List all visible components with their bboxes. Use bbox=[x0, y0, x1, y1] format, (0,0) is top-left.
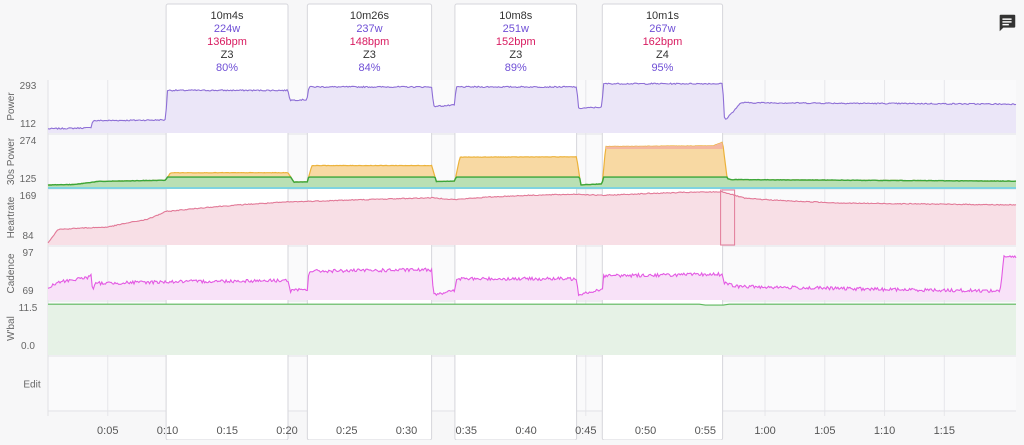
power30-line-low bbox=[47, 176, 1017, 186]
interval-heartrate: 162bpm bbox=[643, 36, 683, 48]
row-label[interactable]: Edit bbox=[23, 380, 40, 391]
x-tick-label: 0:25 bbox=[336, 425, 357, 437]
interval-zone: Z3 bbox=[363, 49, 376, 61]
x-tick-label: 0:50 bbox=[635, 425, 656, 437]
comment-icon bbox=[999, 14, 1016, 32]
interval-zone: Z3 bbox=[221, 49, 234, 61]
power-series-line bbox=[47, 82, 1017, 130]
interval-heartrate: 136bpm bbox=[207, 36, 247, 48]
interval-duration: 10m8s bbox=[499, 10, 533, 22]
interval-percent: 95% bbox=[651, 62, 673, 74]
x-tick-label: 1:00 bbox=[754, 425, 775, 437]
y-tick-min: 84 bbox=[22, 231, 34, 242]
y-tick-min: 69 bbox=[22, 286, 34, 297]
y-tick-min: 112 bbox=[20, 119, 36, 130]
x-tick-label: 0:55 bbox=[695, 425, 716, 437]
power30-zone-low-fill bbox=[48, 177, 1016, 188]
row-label: Power bbox=[6, 92, 17, 121]
x-tick-label: 0:20 bbox=[276, 425, 297, 437]
interval-power: 237w bbox=[356, 23, 382, 35]
heartrate-series-area bbox=[48, 191, 1016, 245]
wbal-series-line bbox=[48, 303, 1016, 306]
interval-power: 224w bbox=[214, 23, 240, 35]
interval-power: 251w bbox=[503, 23, 529, 35]
row-label: 30s Power bbox=[6, 137, 17, 185]
interval-duration: 10m4s bbox=[211, 10, 245, 22]
interval-percent: 80% bbox=[216, 62, 238, 74]
x-tick-label: 1:05 bbox=[814, 425, 835, 437]
x-tick-label: 0:40 bbox=[515, 425, 536, 437]
interval-power: 267w bbox=[649, 23, 675, 35]
interval-heartrate: 148bpm bbox=[350, 36, 390, 48]
cadence-series-line bbox=[47, 254, 1017, 297]
y-tick-max: 274 bbox=[20, 136, 37, 147]
x-tick-label: 0:45 bbox=[575, 425, 596, 437]
wbal-series-area bbox=[48, 304, 1016, 355]
power30-zone-top bbox=[602, 142, 723, 150]
notes-button[interactable] bbox=[996, 12, 1018, 34]
y-tick-max: 11.5 bbox=[19, 303, 38, 314]
x-tick-label: 0:15 bbox=[217, 425, 238, 437]
x-tick-label: 0:05 bbox=[97, 425, 118, 437]
interval-duration: 10m1s bbox=[646, 10, 680, 22]
heartrate-lap-marker bbox=[720, 189, 736, 246]
x-tick-label: 1:15 bbox=[934, 425, 955, 437]
heartrate-series-line bbox=[47, 190, 1017, 244]
row-label: Cadence bbox=[6, 253, 17, 293]
interval-percent: 89% bbox=[505, 62, 527, 74]
row-label: Heartrate bbox=[6, 196, 17, 238]
interval-zone: Z3 bbox=[509, 49, 522, 61]
y-tick-max: 293 bbox=[20, 81, 37, 92]
interval-duration: 10m26s bbox=[350, 10, 390, 22]
x-tick-label: 1:10 bbox=[874, 425, 895, 437]
x-tick-label: 0:10 bbox=[157, 425, 178, 437]
x-tick-label: 0:35 bbox=[456, 425, 477, 437]
power-series-area bbox=[48, 83, 1016, 133]
interval-heartrate: 152bpm bbox=[496, 36, 536, 48]
y-tick-max: 169 bbox=[20, 191, 37, 202]
row-label: W'bal bbox=[6, 316, 17, 341]
y-tick-min: 125 bbox=[20, 174, 37, 185]
interval-percent: 84% bbox=[358, 62, 380, 74]
interval-zone: Z4 bbox=[656, 49, 669, 61]
y-tick-max: 97 bbox=[22, 248, 34, 259]
x-tick-label: 0:30 bbox=[396, 425, 417, 437]
y-tick-min: 0.0 bbox=[21, 341, 35, 352]
